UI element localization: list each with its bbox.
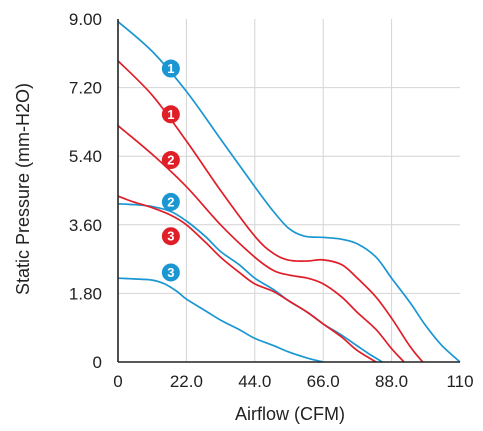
tick-labels: 0 22.0 44.0 66.0 88.0 110 0 1.80 3.60 5.40 7.20 9.0… [69, 10, 474, 391]
marker-number: 3 [167, 229, 174, 244]
axes [117, 19, 460, 363]
marker-red-3: 3 [161, 227, 180, 246]
marker-blue-3: 3 [161, 263, 180, 282]
curve-red-3 [117, 195, 377, 363]
marker-circle [161, 192, 180, 211]
y-tick-label: 3.60 [69, 216, 102, 235]
marker-circle [161, 227, 180, 246]
curve-blue-1 [117, 21, 461, 363]
y-tick-label: 9.00 [69, 10, 102, 29]
marker-circle [161, 151, 180, 170]
x-axis-title: Airflow (CFM) [235, 404, 345, 424]
marker-number: 2 [167, 153, 174, 168]
curve-blue-3 [117, 277, 324, 363]
series-lines [117, 21, 461, 363]
marker-circle [161, 59, 180, 78]
curve-blue-2 [117, 202, 383, 363]
x-tick-label: 110 [446, 372, 473, 391]
marker-circle [161, 105, 180, 124]
y-axis-title: Static Pressure (mm-H2O) [13, 83, 33, 295]
marker-circle [161, 263, 180, 282]
y-tick-label: 7.20 [69, 79, 102, 98]
marker-number: 2 [167, 194, 174, 209]
marker-number: 1 [167, 61, 174, 76]
x-tick-label: 22.0 [170, 372, 203, 391]
marker-number: 1 [167, 107, 174, 122]
marker-blue-1: 1 [161, 59, 180, 78]
marker-red-1: 1 [161, 105, 180, 124]
x-tick-label: 0 [113, 372, 122, 391]
y-tick-label: 0 [93, 353, 102, 372]
curve-markers: 1 1 2 2 3 3 [161, 59, 180, 282]
y-tick-label: 1.80 [69, 284, 102, 303]
x-tick-label: 66.0 [307, 372, 340, 391]
curve-red-2 [117, 125, 405, 363]
marker-number: 3 [167, 265, 174, 280]
y-tick-label: 5.40 [69, 147, 102, 166]
x-tick-label: 44.0 [238, 372, 271, 391]
x-tick-label: 88.0 [375, 372, 408, 391]
curve-red-1 [117, 60, 424, 363]
marker-blue-2: 2 [161, 192, 180, 211]
marker-red-2: 2 [161, 151, 180, 170]
